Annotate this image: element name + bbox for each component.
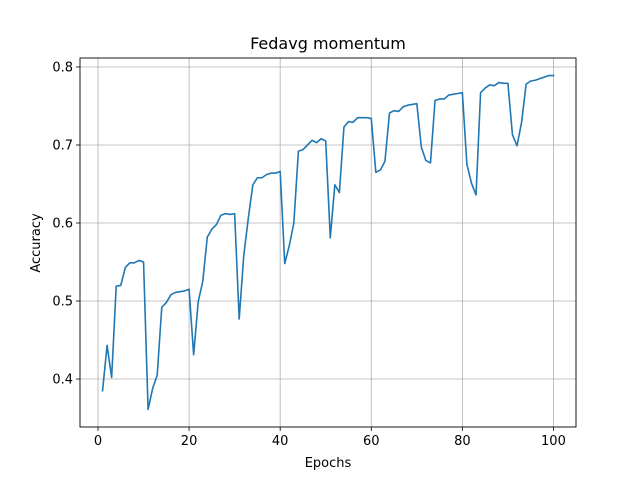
y-tick-label: 0.6 [52,216,73,231]
x-axis-label: Epochs [305,456,352,471]
axes-frame [79,57,577,428]
y-axis-label: Accuracy [29,213,44,273]
y-tick-label: 0.8 [52,60,73,75]
x-tick-label: 20 [181,434,198,449]
y-tick-label: 0.7 [52,138,73,153]
x-tick-label: 100 [541,434,566,449]
x-tick-label: 0 [94,434,102,449]
x-tick-label: 80 [454,434,471,449]
axis-ticks: 0 20 40 60 80 100 0.4 0.5 0.6 0.7 0.8 [52,60,566,449]
x-tick-label: 60 [363,434,380,449]
y-tick-label: 0.4 [52,373,73,388]
grid-lines [80,58,576,427]
accuracy-series-line [101,74,555,411]
y-tick-label: 0.5 [52,295,73,310]
x-tick-label: 40 [272,434,289,449]
data-series [101,74,555,411]
chart-title: Fedavg momentum [250,34,406,53]
